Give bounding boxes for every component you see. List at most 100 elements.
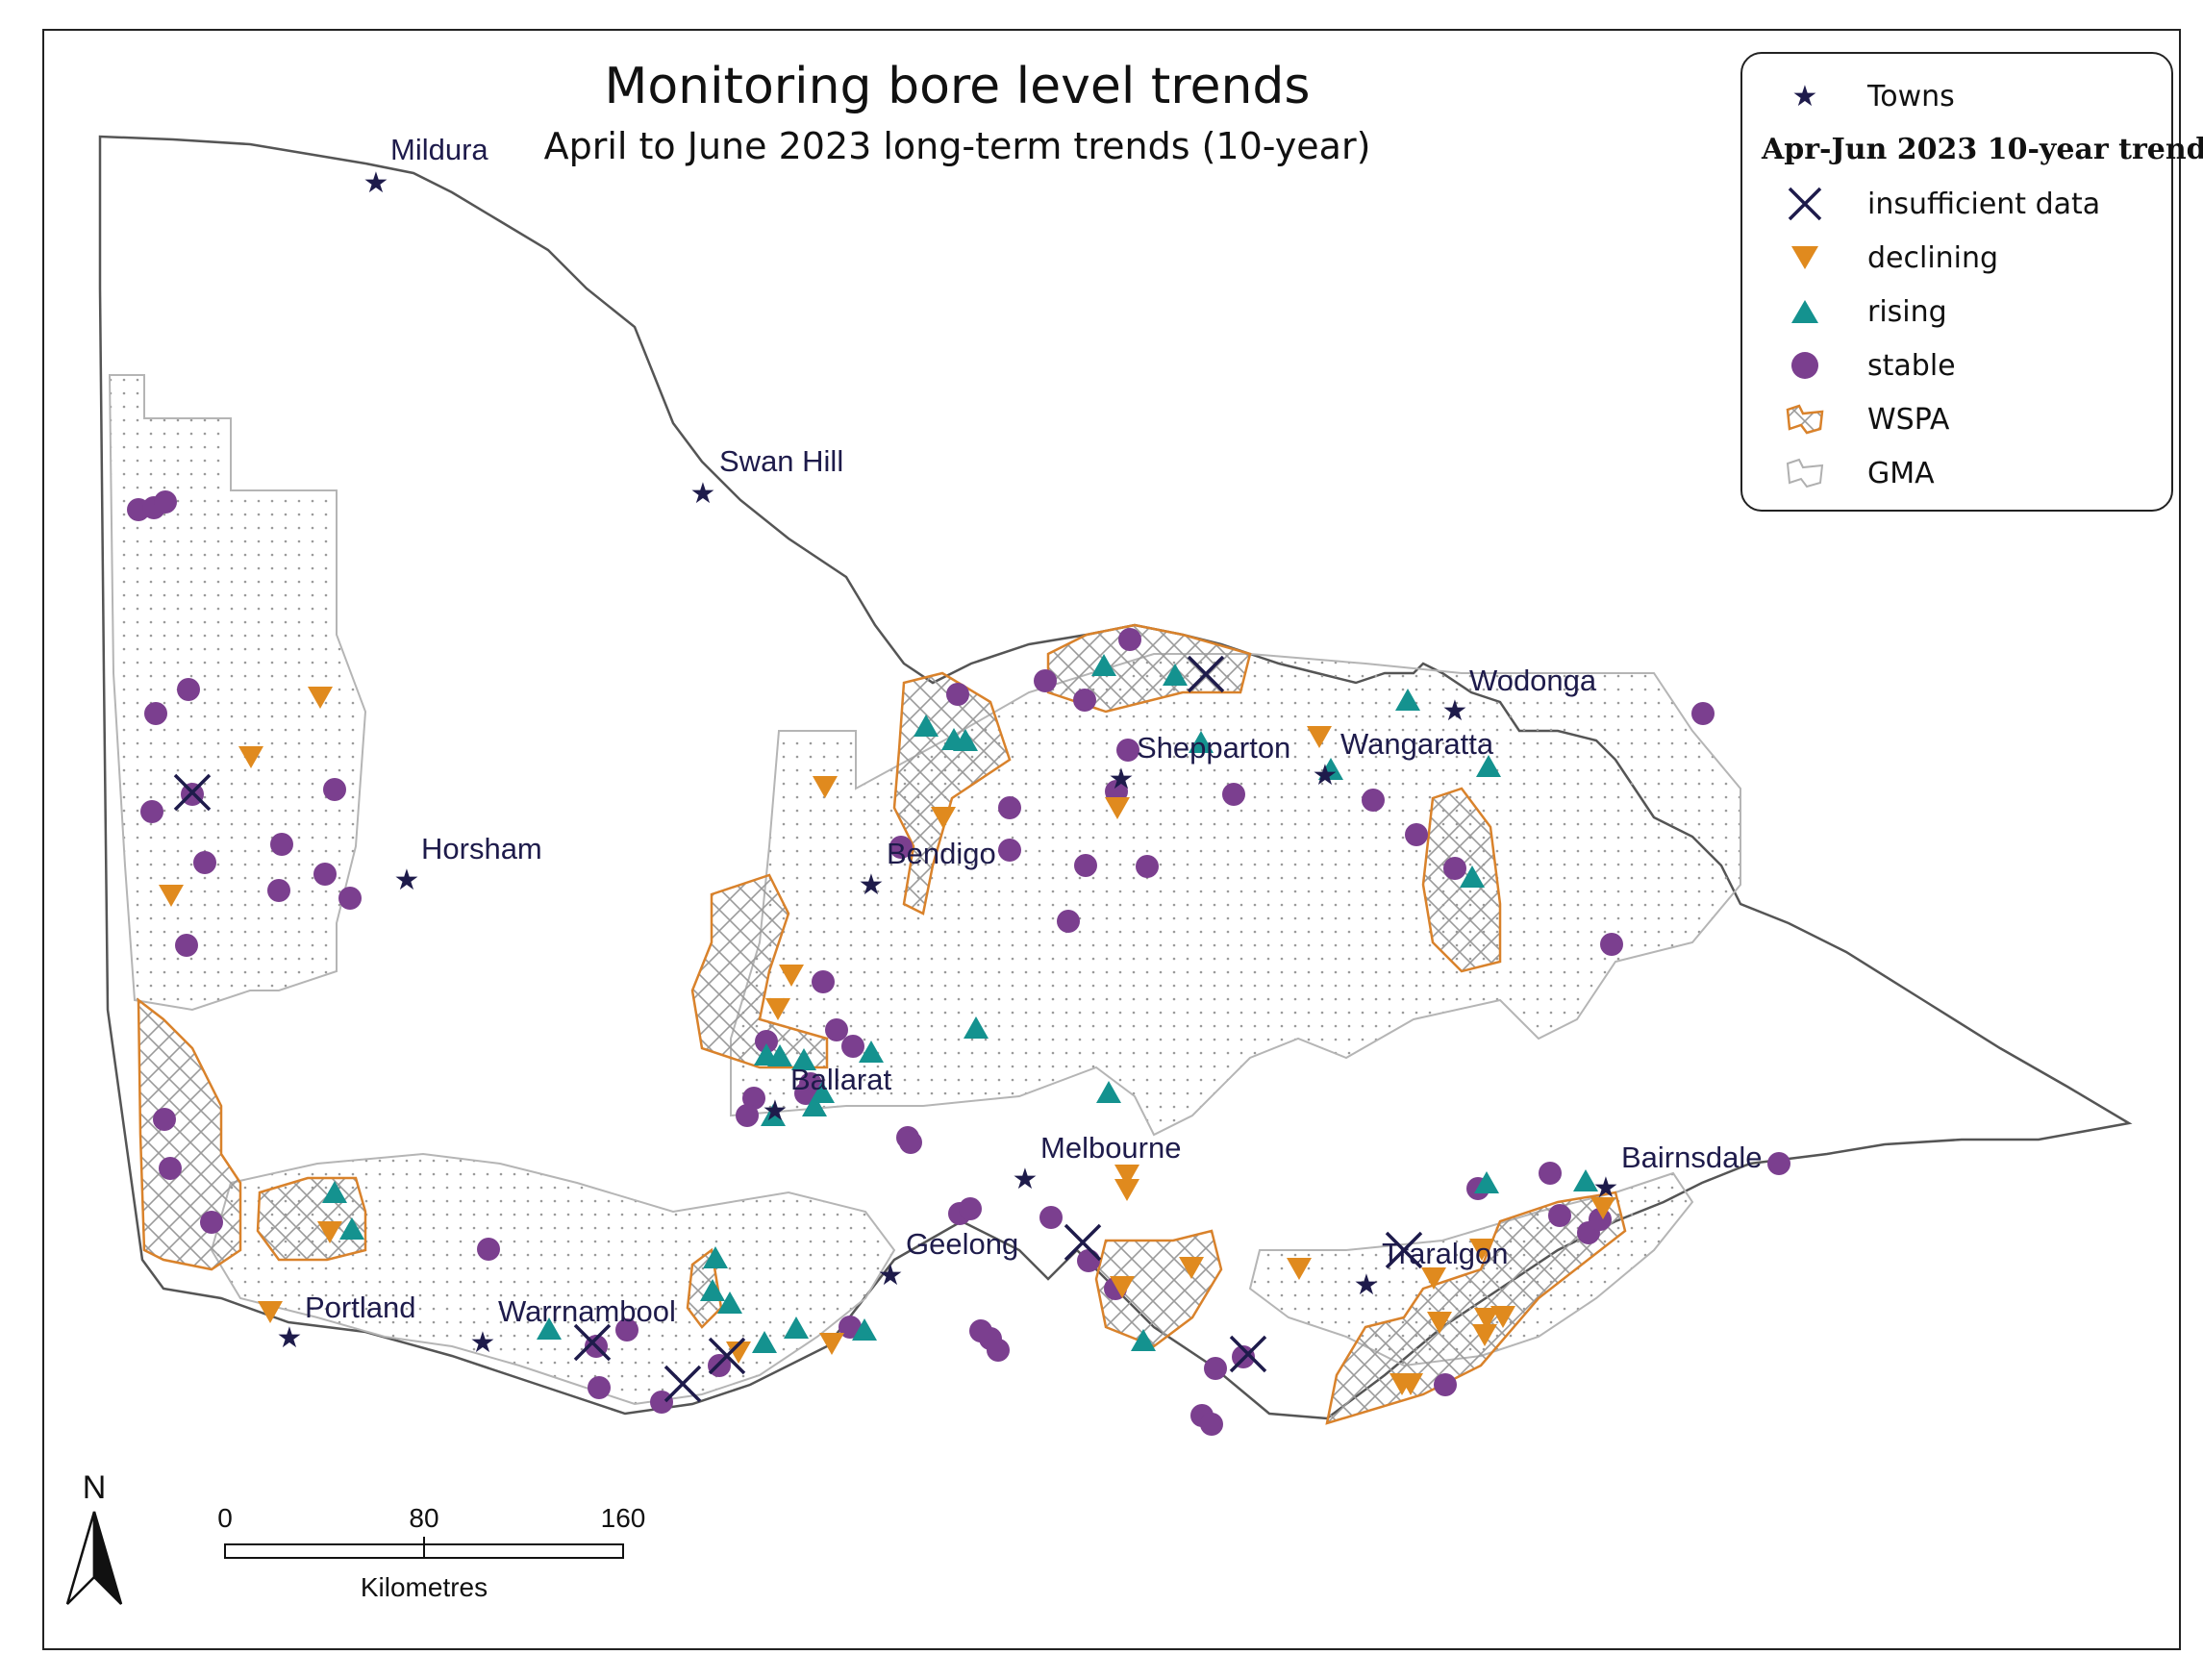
stable-point [1362, 789, 1385, 812]
town-star: ★ [690, 477, 716, 511]
wspa-swatch-icon [1742, 400, 1867, 439]
stable-point [193, 851, 216, 874]
town-star: ★ [277, 1321, 303, 1355]
town-label-wodonga: Wodonga [1469, 664, 1597, 697]
stable-point [1034, 669, 1057, 692]
rising-point [852, 1318, 877, 1341]
town-label-shepparton: Shepparton [1137, 731, 1290, 765]
stable-point [1548, 1204, 1571, 1227]
declining-point [317, 1221, 342, 1243]
stable-point [998, 839, 1021, 862]
town-label-bairnsdale: Bairnsdale [1621, 1141, 1762, 1174]
rising-point [1318, 758, 1343, 780]
town-label-ballarat: Ballarat [790, 1063, 891, 1096]
insufficient-point [573, 1323, 612, 1362]
declining-point [1114, 1179, 1139, 1201]
stable-point [154, 490, 177, 514]
rising-point [1096, 1081, 1121, 1103]
insufficient-point [663, 1365, 702, 1403]
stable-point [323, 778, 346, 801]
stable-point [812, 970, 835, 993]
stable-point [794, 1082, 817, 1105]
rising-points [322, 654, 1598, 1353]
stable-point [1057, 910, 1080, 933]
rising-point [1573, 1169, 1598, 1191]
declining-point [1179, 1257, 1204, 1279]
stable-point [1074, 854, 1097, 877]
scale-tick-80: 80 [409, 1503, 438, 1533]
declining-point [1427, 1312, 1452, 1334]
legend-heading: Apr-Jun 2023 10-year trend [1762, 133, 2203, 166]
rising-point [767, 1044, 792, 1066]
stable-point [1434, 1373, 1457, 1396]
town-label-mildura: Mildura [390, 133, 488, 166]
stable-point [736, 1104, 759, 1127]
rising-point [700, 1279, 725, 1301]
rising-point [784, 1316, 809, 1339]
rising-point [717, 1291, 742, 1314]
legend-wspa-label: WSPA [1867, 402, 1950, 437]
legend-row-wspa: WSPA [1742, 400, 1949, 439]
stable-point [159, 1157, 182, 1180]
declining-point [1110, 1276, 1135, 1298]
rising-point [964, 1016, 989, 1039]
insufficient-point [708, 1337, 746, 1375]
declining-point [308, 687, 333, 709]
declining-point [819, 1333, 844, 1355]
legend-gma-label: GMA [1867, 456, 1935, 490]
legend-row-rising: rising [1742, 292, 1947, 331]
scale-unit: Kilometres [361, 1572, 488, 1602]
declining-point [1287, 1258, 1312, 1280]
north-arrow-fill [92, 1511, 123, 1605]
town-label-bendigo: Bendigo [887, 837, 996, 870]
stable-point [338, 887, 362, 910]
town-star: ★ [470, 1326, 496, 1360]
legend-row-towns: ★ Towns [1742, 77, 1955, 115]
town-label-geelong: Geelong [906, 1227, 1018, 1261]
rising-point [1474, 1171, 1499, 1193]
declining-point [1490, 1306, 1515, 1328]
declining-point [1307, 726, 1332, 748]
declining-point [1114, 1165, 1139, 1187]
north-arrow-icon [65, 1511, 96, 1605]
legend-rising-label: rising [1867, 294, 1947, 329]
rising-point [1091, 654, 1116, 676]
legend-row-stable: stable [1742, 346, 1956, 385]
rising-point [859, 1041, 884, 1063]
legend-towns-label: Towns [1867, 79, 1955, 113]
stable-point [1073, 689, 1096, 712]
town-star: ★ [1013, 1163, 1039, 1196]
declining-points [159, 687, 1615, 1395]
town-star: ★ [363, 166, 389, 200]
insufficient-point [173, 773, 212, 812]
declining-point [765, 998, 790, 1020]
stable-point [615, 1318, 638, 1341]
stable-point [1443, 857, 1466, 880]
stable-point [946, 683, 969, 706]
legend-row-gma: GMA [1742, 454, 1935, 492]
stable-point [1077, 1249, 1100, 1272]
rising-point [791, 1048, 816, 1070]
town-label-melbourne: Melbourne [1040, 1131, 1181, 1165]
rising-point [761, 1104, 786, 1126]
stable-point [1204, 1357, 1227, 1380]
town-star: ★ [1442, 694, 1468, 728]
stable-point [987, 1339, 1010, 1362]
map-subtitle: April to June 2023 long-term trends (10-… [543, 125, 1371, 167]
stable-point [1136, 855, 1159, 878]
stable-point [1200, 1413, 1223, 1436]
town-star: ★ [394, 864, 420, 897]
gma-swatch-icon [1742, 454, 1867, 492]
stable-point [899, 1131, 922, 1154]
town-markers: ★ ★ ★ ★ ★ ★ ★ ★ ★ ★ ★ ★ ★ ★ [277, 166, 1619, 1360]
stable-point [175, 934, 198, 957]
declining-point [1398, 1373, 1423, 1395]
town-label-horsham: Horsham [421, 832, 542, 865]
rising-point [914, 715, 939, 737]
declining-point [813, 776, 838, 798]
town-star-icon: ★ [1791, 79, 1818, 113]
rising-point [703, 1246, 728, 1268]
stable-point [200, 1211, 223, 1234]
stable-point [1767, 1152, 1790, 1175]
